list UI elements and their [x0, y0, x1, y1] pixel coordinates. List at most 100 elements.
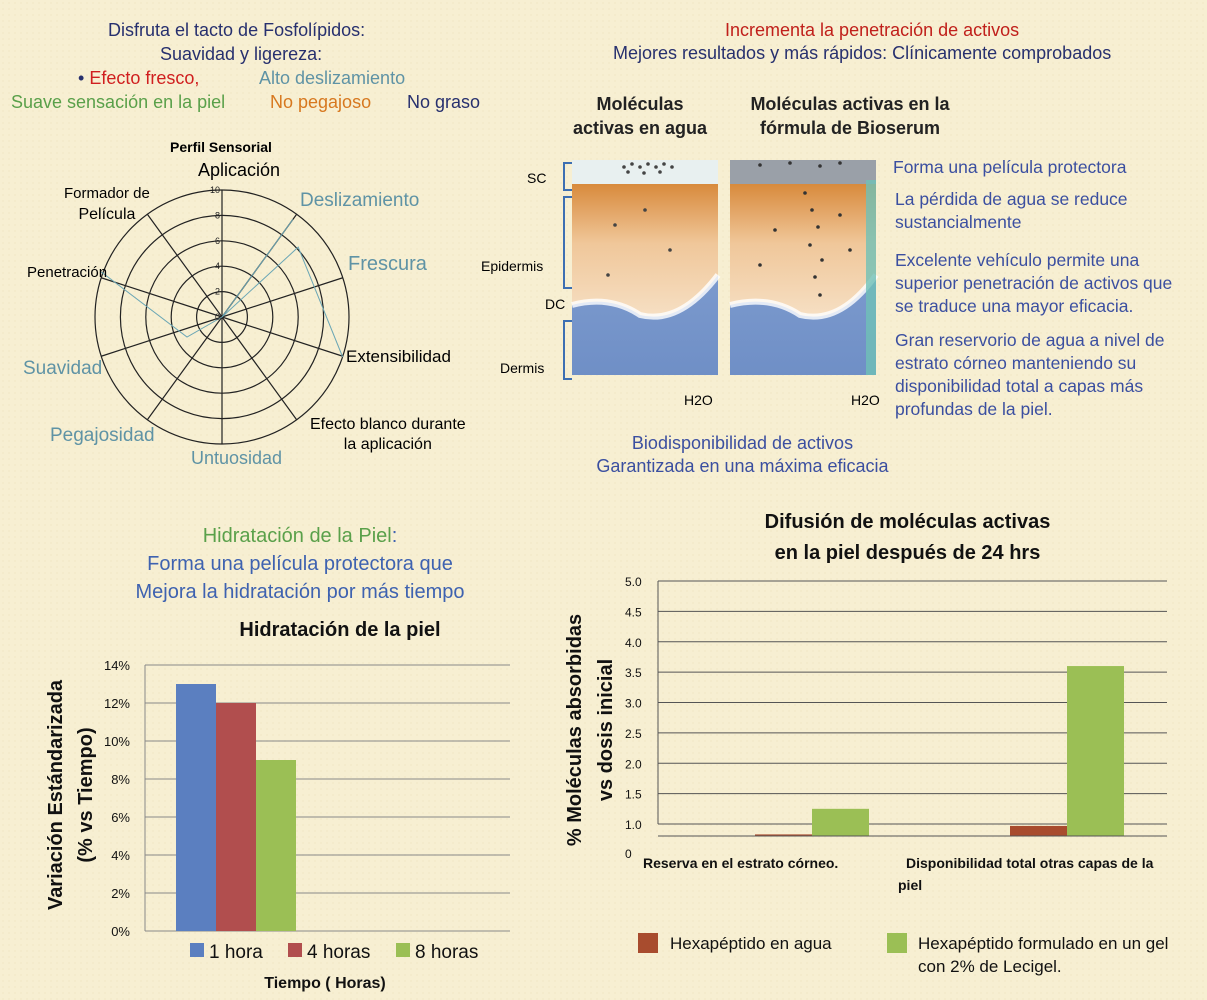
intro-line-1: Disfruta el tacto de Fosfolípidos: [108, 20, 366, 40]
radar-spoke [221, 316, 298, 421]
benefit-4-line-2: estrato córneo manteniendo su [895, 353, 1137, 373]
bio-line-1: Biodisponibilidad de activos [631, 433, 854, 453]
radar-profile-line [101, 271, 223, 338]
chart1-bar-3 [256, 760, 296, 931]
radar-title: Perfil Sensorial [170, 139, 272, 155]
chart2-bar-s2-c2 [1067, 666, 1124, 836]
col1-heading: Moléculas activas en agua [560, 92, 720, 140]
chart2-legend-label-2: con 2% de Lecigel. [918, 957, 1062, 976]
chart1-ytick: 14% [104, 658, 130, 673]
chart2-category-1: Reserva en el estrato córneo. [643, 855, 838, 871]
radar-tick-label: 6 [215, 236, 220, 246]
axis-frescura: Frescura [348, 253, 427, 275]
chart2-ytick: 0 [625, 847, 632, 861]
chart1-legend-swatch [396, 943, 410, 957]
chart2-title: Difusión de moléculas activas en la piel… [700, 507, 1115, 569]
intro-line-2: Suavidad y ligereza: [160, 44, 323, 64]
chart2-category-2: Disponibilidad total otras capas de la [906, 855, 1154, 871]
benefit-3-line-3: se traduce una mayor eficacia. [895, 296, 1134, 316]
chart1-legend-swatch [190, 943, 204, 957]
chart2-legend-label: Hexapéptido en agua [670, 934, 832, 953]
chart2-legend-label: Hexapéptido formulado en un gel [918, 934, 1168, 953]
benefit-1-line: Forma una película protectora [893, 157, 1127, 177]
hydration-intro: Hidratación de la Piel: Forma una pelícu… [80, 522, 520, 606]
resultados-subtitle: Mejores resultados y más rápidos: Clínic… [613, 43, 1112, 63]
chart1-ytick: 12% [104, 696, 130, 711]
benefit-3-line-2: superior penetración de activos que [895, 273, 1173, 293]
chart2-ytick: 2.5 [625, 727, 642, 741]
benefit-4-line-3: disponibilidad total a capas más [895, 376, 1144, 396]
no-pegajoso: No pegajoso [270, 92, 372, 112]
chart1-legend-label: 8 horas [415, 942, 478, 963]
axis-penetracion: Penetración [27, 264, 108, 281]
chart1-ylabel-1: Variación Estándarizada [45, 679, 67, 910]
label-dermis: Dermis [500, 360, 545, 376]
hydration-intro-title: Hidratación de la Piel: [80, 522, 520, 550]
axis-extensibilidad: Extensibilidad [346, 347, 451, 366]
radar-spoke [101, 277, 223, 318]
axis-formador: Formador de Película [64, 183, 150, 225]
benefit-4-line-1: Gran reservorio de agua a nivel de [895, 330, 1165, 350]
radar-tick-label: 0 [215, 312, 220, 322]
intro-line-3: • Efecto fresco, [78, 68, 199, 89]
skin-panel-water [571, 160, 721, 375]
radar-spoke [146, 213, 223, 318]
chart2-category-2b: piel [898, 877, 922, 893]
chart2-ylabel-2: vs dosis inicial [595, 659, 617, 801]
chart1-ytick: 4% [111, 848, 130, 863]
chart2-bar-s1-c1 [755, 834, 812, 836]
radar-spoke [221, 277, 343, 318]
benefit-4-line-4: profundas de la piel. [895, 399, 1053, 419]
penetracion-title: Incrementa la penetración de activos [725, 20, 1020, 40]
col2-heading: Moléculas activas en la fórmula de Biose… [730, 92, 970, 140]
radar-spoke [101, 316, 223, 357]
chart2-ytick: 2.0 [625, 757, 642, 771]
biodisponibilidad: Biodisponibilidad de activos Garantizada… [560, 432, 925, 478]
col1-heading-2: activas en agua [572, 118, 708, 138]
hydration-intro-line-2: Forma una película protectora que [147, 553, 453, 575]
chart2-legend-swatch [638, 933, 658, 953]
chart1-ytick: 0% [111, 924, 130, 939]
chart2-ylabel-1: % Moléculas absorbidas [564, 614, 586, 846]
label-h2o-2: H2O [851, 392, 880, 408]
benefit-4: Gran reservorio de agua a nivel de estra… [895, 329, 1164, 421]
axis-aplicacion: Aplicación [198, 160, 281, 180]
efecto-fresco: Efecto fresco, [89, 68, 200, 88]
hydration-intro-title-text: Hidratación de la Piel [202, 525, 392, 547]
label-epidermis: Epidermis [481, 258, 544, 274]
chart1-xlabel: Tiempo ( Horas) [264, 975, 386, 992]
chart1-ytick: 8% [111, 772, 130, 787]
chart2-legend-swatch [887, 933, 907, 953]
chart1-bar-1 [176, 684, 216, 931]
label-dc: DC [545, 296, 566, 312]
radar-profile-line [221, 246, 344, 358]
chart1-ytick: 10% [104, 734, 130, 749]
chart2-bar-s1-c2 [1010, 825, 1067, 836]
col1-heading-1: Moléculas [596, 94, 684, 114]
chart2-ytick: 1.5 [625, 788, 642, 802]
chart1-ytick: 6% [111, 810, 130, 825]
radar-profile-line [221, 219, 294, 318]
radar-tick-label: 8 [215, 210, 220, 220]
chart2-ytick: 4.5 [625, 605, 642, 619]
chart2-ytick: 5.0 [625, 575, 642, 589]
axis-efecto-blanco: Efecto blanco durante la aplicación [310, 415, 466, 455]
col2-heading-2: fórmula de Bioserum [759, 118, 941, 138]
bullet: • [78, 68, 85, 88]
chart1-legend-label: 4 horas [307, 942, 370, 963]
chart1-ytick: 2% [111, 886, 130, 901]
label-sc: SC [527, 170, 547, 186]
axis-efecto-blanco-2: la aplicación [343, 436, 432, 453]
axis-formador-1: Formador de [64, 185, 150, 202]
skin-diagram [563, 160, 879, 380]
axis-suavidad: Suavidad [23, 358, 103, 379]
axis-formador-2: Película [78, 206, 136, 223]
benefit-3-line-1: Excelente vehículo permite una [895, 250, 1140, 270]
radar-tick-label: 10 [210, 185, 220, 195]
hydration-chart: 0% 2% 4% 6% 8% 10% 12% 14% Variación Estándariza… [45, 658, 510, 992]
axis-efecto-blanco-1: Efecto blanco durante [310, 416, 466, 433]
no-graso: No graso [407, 92, 481, 112]
diffusion-chart: 0 1.0 1.5 2.0 2.5 3.0 3.5 4.0 4.5 5.0 Reserva en e… [564, 575, 1168, 976]
radar-spoke [146, 316, 223, 421]
benefit-2: La pérdida de agua se reduce sustancialm… [895, 188, 1128, 234]
